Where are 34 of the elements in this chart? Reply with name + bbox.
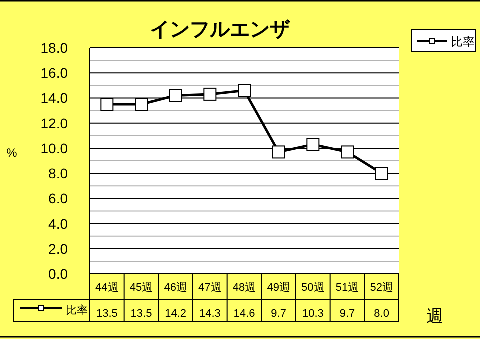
y-tick-label: 16.0 [40, 65, 68, 82]
chart-title: インフルエンザ [150, 19, 291, 41]
x-tick-label: 50週 [302, 282, 325, 294]
x-tick-label: 49週 [267, 282, 290, 294]
y-tick-label: 14.0 [40, 90, 68, 106]
data-label: 10.3 [302, 308, 324, 320]
data-label: 9.7 [271, 308, 286, 320]
data-label: 9.7 [340, 308, 356, 320]
y-tick-label: 18.0 [40, 40, 68, 56]
data-label: 14.6 [234, 308, 256, 320]
data-label: 14.2 [165, 308, 187, 320]
y-tick-label: 0.0 [48, 266, 68, 282]
x-tick-label: 45週 [130, 282, 154, 294]
y-tick-label: 2.0 [48, 240, 68, 257]
legend-label: 比率 [451, 35, 475, 49]
x-tick-label: 48週 [232, 282, 256, 294]
data-label: 13.5 [96, 308, 118, 320]
data-label: 13.5 [130, 308, 152, 320]
y-axis-title: % [6, 146, 18, 160]
y-tick-label: 8.0 [48, 166, 68, 182]
y-tick-label: 4.0 [48, 216, 68, 232]
x-tick-label: 51週 [336, 282, 360, 294]
x-tick-label: 44週 [96, 282, 119, 294]
x-axis-title: 週 [426, 307, 444, 326]
y-tick-label: 10.0 [40, 140, 68, 156]
legend: 比率 [412, 30, 476, 52]
data-label: 14.3 [199, 308, 221, 320]
x-tick-label: 52週 [370, 282, 394, 294]
data-label: 8.0 [374, 308, 390, 320]
x-tick-label: 47週 [198, 282, 222, 294]
y-tick-label: 6.0 [48, 190, 68, 207]
x-tick-label: 46週 [164, 282, 188, 294]
legend-key: 比率 [20, 305, 88, 317]
y-tick-label: 12.0 [40, 115, 68, 132]
